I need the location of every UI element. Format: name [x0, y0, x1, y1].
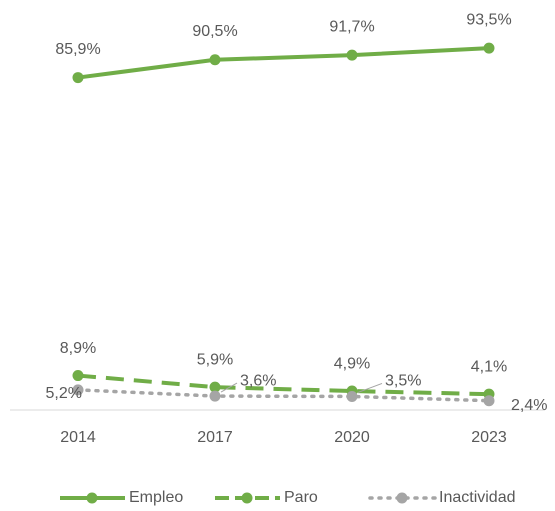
- series-line: [77, 373, 490, 397]
- data-label: 8,9%: [60, 340, 96, 357]
- series-line: [77, 46, 490, 80]
- data-label: 85,9%: [55, 41, 100, 58]
- legend-label: Inactividad: [439, 489, 516, 506]
- leader-line: [357, 382, 383, 393]
- legend-marker: [86, 492, 98, 504]
- data-label: 2,4%: [511, 397, 547, 414]
- x-tick-label: 2014: [60, 429, 96, 446]
- legend-marker: [396, 492, 408, 504]
- series-line: [76, 388, 491, 403]
- legend-label: Empleo: [129, 489, 183, 506]
- point: [346, 49, 358, 61]
- point: [72, 384, 84, 396]
- data-label: 4,9%: [334, 355, 370, 372]
- leader-line: [220, 382, 238, 393]
- data-label: 93,5%: [466, 11, 511, 28]
- x-tick-label: 2020: [334, 429, 370, 446]
- point: [72, 72, 84, 84]
- point: [72, 370, 84, 382]
- data-label: 5,2%: [46, 385, 82, 402]
- legend-label: Paro: [284, 489, 318, 506]
- data-label: 91,7%: [329, 18, 374, 35]
- point: [209, 381, 221, 393]
- x-tick-label: 2023: [471, 429, 507, 446]
- data-label: 5,9%: [197, 351, 233, 368]
- data-label: 3,6%: [240, 372, 276, 389]
- data-label: 4,1%: [471, 358, 507, 375]
- point: [483, 395, 495, 407]
- point: [483, 42, 495, 54]
- point: [346, 390, 358, 402]
- point: [209, 390, 221, 402]
- data-label: 90,5%: [192, 23, 237, 40]
- data-label: 3,5%: [385, 373, 421, 390]
- point: [209, 54, 221, 66]
- x-tick-label: 2017: [197, 429, 233, 446]
- legend-marker: [241, 492, 253, 504]
